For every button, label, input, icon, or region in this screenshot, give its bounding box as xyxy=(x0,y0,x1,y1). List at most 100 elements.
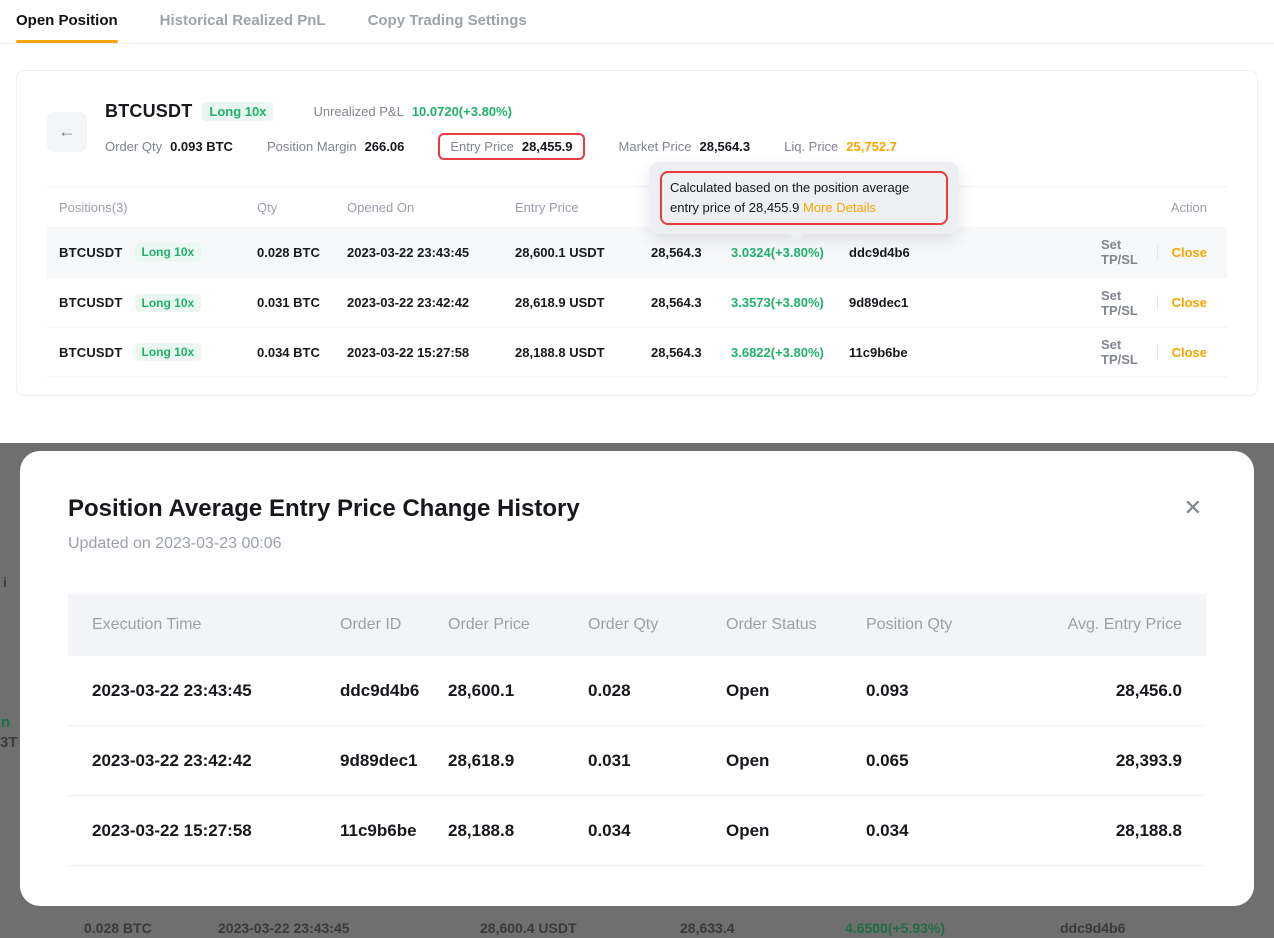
cell-order-id: 11c9b6be xyxy=(340,820,417,840)
positions-table-header: Positions(3) Qty Opened On Entry Price A… xyxy=(47,187,1227,227)
tooltip-annotation: Calculated based on the position average… xyxy=(660,171,948,226)
action-divider xyxy=(1156,344,1158,360)
bg-row-pnl: 4.6500(+5.93%) xyxy=(845,920,946,936)
liq-price-label: Liq. Price xyxy=(784,138,839,154)
leverage-badge: Long 10x xyxy=(202,102,274,121)
row-leverage-badge: Long 10x xyxy=(134,293,202,312)
close-position-button[interactable]: Close xyxy=(1171,344,1207,360)
tab-open-position[interactable]: Open Position xyxy=(16,12,118,43)
row-entry-price: 28,618.9 USDT xyxy=(515,295,605,310)
order-qty-label: Order Qty xyxy=(105,138,163,154)
header-order-status: Order Status xyxy=(726,616,817,633)
cell-order-status: Open xyxy=(726,680,770,700)
position-row: BTCUSDT Long 10x 0.028 BTC 2023-03-22 23… xyxy=(47,227,1227,277)
cell-execution-time: 2023-03-22 23:43:45 xyxy=(92,680,252,700)
cell-order-qty: 0.034 xyxy=(588,820,631,840)
tab-label: Copy Trading Settings xyxy=(367,12,527,29)
bg-row-qty: 0.028 BTC xyxy=(84,920,152,936)
action-divider xyxy=(1156,295,1158,310)
cell-order-status: Open xyxy=(726,750,770,770)
background-text-fragment: i xyxy=(3,574,7,590)
position-row: BTCUSDT Long 10x 0.034 BTC 2023-03-22 15… xyxy=(47,327,1227,377)
close-position-button[interactable]: Close xyxy=(1171,244,1207,260)
cell-avg-entry-price: 28,456.0 xyxy=(1115,680,1182,700)
entry-price-value: 28,455.9 xyxy=(521,138,573,154)
positions-table: Positions(3) Qty Opened On Entry Price A… xyxy=(47,186,1227,377)
row-qty: 0.031 BTC xyxy=(257,295,320,310)
tab-bar: Open Position Historical Realized PnL Co… xyxy=(0,0,1274,44)
header-qty: Qty xyxy=(257,199,278,215)
entry-price-annotation: Entry Price 28,455.9 xyxy=(438,132,585,160)
header-execution-time: Execution Time xyxy=(92,616,202,633)
market-price-label: Market Price xyxy=(618,138,692,154)
row-leverage-badge: Long 10x xyxy=(134,343,202,361)
back-button[interactable]: ← xyxy=(47,111,87,152)
background-text-fragment: 3T xyxy=(0,734,18,751)
cell-order-id: 9d89dec1 xyxy=(340,750,418,770)
header-avg-entry-price: Avg. Entry Price xyxy=(1067,616,1182,633)
row-market-price: 28,564.3 xyxy=(651,344,702,360)
modal-title: Position Average Entry Price Change Hist… xyxy=(68,495,580,522)
entry-price-label: Entry Price xyxy=(450,138,514,154)
header-order-qty: Order Qty xyxy=(588,616,659,633)
tab-historical-realized-pnl[interactable]: Historical Realized PnL xyxy=(160,12,326,43)
cell-position-qty: 0.034 xyxy=(866,820,909,840)
row-market-price: 28,564.3 xyxy=(651,295,702,310)
header-positions: Positions(3) xyxy=(59,199,128,215)
cell-order-id: ddc9d4b6 xyxy=(340,680,420,700)
set-tpsl-button[interactable]: Set TP/SL xyxy=(1101,287,1138,318)
set-tpsl-button[interactable]: Set TP/SL xyxy=(1101,237,1138,267)
row-unrealized-pnl: 3.0324(+3.80%) xyxy=(731,244,824,260)
cell-order-qty: 0.028 xyxy=(588,680,631,700)
header-order-id: Order ID xyxy=(340,616,402,633)
row-entry-price: 28,188.8 USDT xyxy=(515,344,605,360)
close-icon[interactable]: ✕ xyxy=(1183,495,1202,520)
more-details-link[interactable]: More Details xyxy=(802,200,876,216)
row-unrealized-pnl: 3.6822(+3.80%) xyxy=(731,344,824,360)
modal-overlay: i n 3T 0.028 BTC 2023-03-22 23:43:45 28,… xyxy=(0,443,1274,938)
bg-row-entry-price: 28,600.4 USDT xyxy=(480,920,577,936)
row-symbol: BTCUSDT xyxy=(59,344,123,360)
order-qty-value: 0.093 BTC xyxy=(170,138,233,154)
entry-price-tooltip: Calculated based on the position average… xyxy=(649,162,959,242)
symbol-title: BTCUSDT xyxy=(105,101,193,121)
row-opened-on: 2023-03-22 15:27:58 xyxy=(347,344,470,360)
cell-order-price: 28,188.8 xyxy=(448,820,515,840)
modal-updated-timestamp: Updated on 2023-03-23 00:06 xyxy=(68,535,282,552)
row-leverage-badge: Long 10x xyxy=(134,243,202,261)
header-order-price: Order Price xyxy=(448,616,530,633)
tooltip-text: Calculated based on the position average… xyxy=(670,180,910,216)
bg-row-order-id: ddc9d4b6 xyxy=(1060,920,1126,936)
cell-position-qty: 0.065 xyxy=(866,750,909,770)
cell-order-price: 28,618.9 xyxy=(448,750,515,770)
cell-position-qty: 0.093 xyxy=(866,680,909,700)
cell-order-qty: 0.031 xyxy=(588,750,631,770)
position-margin-value: 266.06 xyxy=(364,138,405,154)
set-tpsl-button[interactable]: Set TP/SL xyxy=(1101,337,1138,367)
header-action: Action xyxy=(1170,199,1207,215)
history-row: 2023-03-22 15:27:58 11c9b6be 28,188.8 0.… xyxy=(68,796,1206,866)
market-price-value: 28,564.3 xyxy=(699,138,751,154)
bg-row-opened-on: 2023-03-22 23:43:45 xyxy=(218,920,350,936)
history-row: 2023-03-22 23:43:45 ddc9d4b6 28,600.1 0.… xyxy=(68,656,1206,726)
position-row: BTCUSDT Long 10x 0.031 BTC 2023-03-22 23… xyxy=(47,277,1227,327)
row-qty: 0.028 BTC xyxy=(257,244,320,260)
cell-order-price: 28,600.1 xyxy=(448,680,515,700)
row-qty: 0.034 BTC xyxy=(257,344,320,360)
cell-execution-time: 2023-03-22 23:42:42 xyxy=(92,750,252,770)
row-order-id: 11c9b6be xyxy=(849,344,908,360)
close-position-button[interactable]: Close xyxy=(1171,295,1207,310)
cell-order-status: Open xyxy=(726,820,770,840)
row-entry-price: 28,600.1 USDT xyxy=(515,244,605,260)
active-tab-underline xyxy=(16,40,118,43)
back-arrow-icon: ← xyxy=(58,121,76,141)
row-market-price: 28,564.3 xyxy=(651,244,702,260)
tab-label: Open Position xyxy=(16,12,118,29)
unrealized-pnl-value: 10.0720(+3.80%) xyxy=(411,104,512,119)
row-opened-on: 2023-03-22 23:42:42 xyxy=(347,295,470,310)
row-symbol: BTCUSDT xyxy=(59,244,123,260)
bg-row-market-price: 28,633.4 xyxy=(680,920,735,936)
unrealized-pnl-label: Unrealized P&L xyxy=(313,104,404,119)
history-row: 2023-03-22 23:42:42 9d89dec1 28,618.9 0.… xyxy=(68,726,1206,796)
tab-copy-trading-settings[interactable]: Copy Trading Settings xyxy=(368,12,527,43)
